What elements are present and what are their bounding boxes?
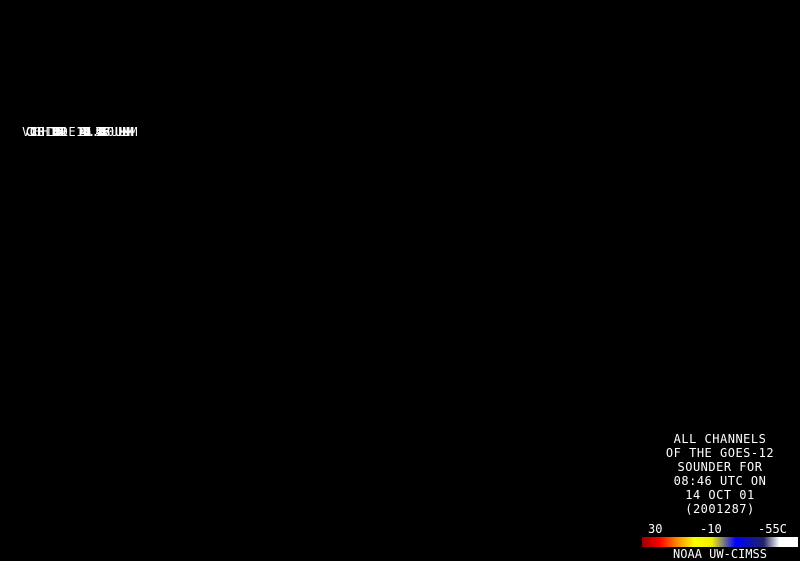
panel-label: CH 9 9.7 UM [33,125,127,139]
panel-label: CH 8 11.0 UM [29,125,131,139]
panel-label: VISIBLE 0.70 UM [22,125,138,139]
colorbar-label: 30 [648,522,663,536]
info-line: 14 OCT 01 [685,488,755,502]
info-line: ALL CHANNELS [673,432,767,446]
info-box: ALL CHANNELS OF THE GOES-12 SOUNDER FOR 08:… [640,420,800,561]
panel-label: CH 1 14.7 UM [29,125,131,139]
colorbar-labels: 30 -10 -55C [648,522,798,536]
info-line: 08:46 UTC ON [673,474,767,488]
panel-label: CH 16 4.13 UM [25,125,135,139]
panel-label: CH 7 12.0 UM [29,125,131,139]
colorbar [642,537,798,547]
info-lines: ALL CHANNELS OF THE GOES-12 SOUNDER FOR 08:… [640,432,800,516]
satellite-image [3,2,158,126]
info-line: (2001287) [685,502,755,516]
info-line: OF THE GOES-12 [665,446,775,460]
panel-label: CH 15 4.45 UM [25,125,135,139]
credit: NOAA UW-CIMSS [673,547,767,561]
colorbar-label: -10 [700,522,722,536]
panel-label: CH 17 3.98 UM [25,125,135,139]
panel-label: CH 18 3.76 UM [25,125,135,139]
panel-label: CH 14 4.53 UM [25,125,135,139]
panel-label: CH 13 4.57 UM [25,125,135,139]
panel-label: CH 11 7.0 UM [29,125,131,139]
panel-label: CH 6 12.7 UM [29,125,131,139]
panel-label: CH 2 14.4 UM [29,125,131,139]
panel-label: CH 5 13.3 UM [29,125,131,139]
panel-label: CH 10 7.4 UM [29,125,131,139]
info-line: SOUNDER FOR [677,460,763,474]
colorbar-label: -55C [758,522,787,536]
panel-label: CH 4 13.6 UM [29,125,131,139]
panel-label: CH 3 14.1 UM [29,125,131,139]
panel-label: CH 12 6.5 UM [29,125,131,139]
